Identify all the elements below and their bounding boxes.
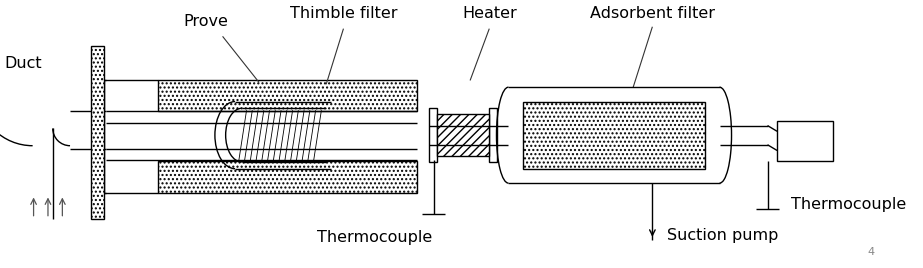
Bar	[159, 161, 417, 193]
Bar	[489, 108, 497, 162]
Text: Duct: Duct	[5, 55, 42, 70]
Bar	[429, 108, 437, 162]
Text: 4: 4	[868, 247, 875, 257]
Text: Adsorbent filter: Adsorbent filter	[590, 6, 715, 21]
Text: Prove: Prove	[184, 14, 229, 29]
Text: Thermocouple: Thermocouple	[792, 197, 906, 212]
Bar	[437, 114, 489, 156]
Bar	[777, 121, 833, 161]
Text: Heater: Heater	[462, 6, 517, 21]
Bar	[159, 80, 417, 111]
Text: Thimble filter: Thimble filter	[290, 6, 397, 21]
Text: Thermocouple: Thermocouple	[317, 230, 432, 245]
Bar	[522, 102, 705, 169]
Bar	[91, 46, 103, 219]
Text: Suction pump: Suction pump	[666, 228, 778, 243]
